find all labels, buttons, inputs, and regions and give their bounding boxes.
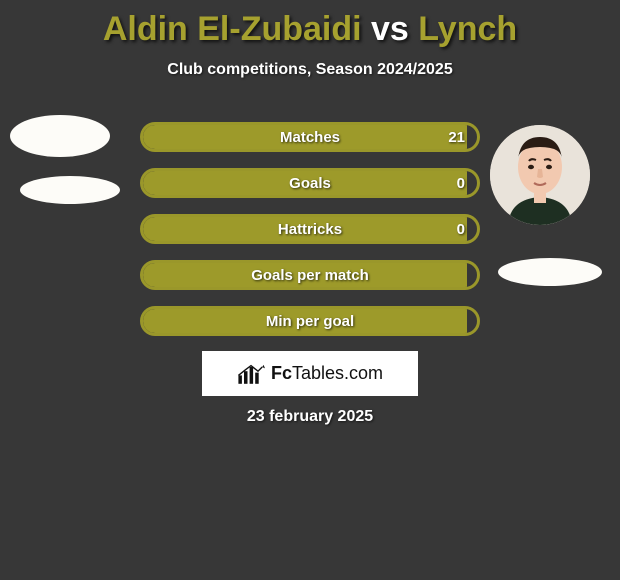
logo-text: FcTables.com [271,363,383,384]
stat-bar: Min per goal [140,306,480,336]
stat-bar-label: Goals per match [143,263,477,287]
vs-separator: vs [362,10,419,48]
page-title: Aldin El-Zubaidi vs Lynch [0,0,620,49]
player2-portrait [490,125,590,225]
player1-avatar [10,115,110,157]
player1-badge [20,176,120,204]
stat-bar: Hattricks0 [140,214,480,244]
stat-bar-label: Matches [143,125,477,149]
stat-bar-label: Min per goal [143,309,477,333]
stat-bar-label: Hattricks [143,217,477,241]
player1-name: Aldin El-Zubaidi [103,10,362,48]
subtitle: Club competitions, Season 2024/2025 [0,61,620,79]
stat-bar-value: 21 [448,125,465,149]
stat-bar: Goals per match [140,260,480,290]
stat-bar: Goals0 [140,168,480,198]
stat-bar-value: 0 [457,217,465,241]
player2-name: Lynch [418,10,517,48]
fctables-logo: FcTables.com [202,351,418,396]
stat-bar: Matches21 [140,122,480,152]
stat-bars: Matches21Goals0Hattricks0Goals per match… [140,122,480,352]
date-label: 23 february 2025 [0,408,620,426]
stat-bar-value: 0 [457,171,465,195]
logo-bold: Fc [271,363,292,383]
player2-badge [498,258,602,286]
bars-chart-icon [237,362,265,386]
player2-avatar [490,125,590,225]
logo-suffix: .com [344,363,383,383]
logo-rest: Tables [292,363,344,383]
stat-bar-label: Goals [143,171,477,195]
